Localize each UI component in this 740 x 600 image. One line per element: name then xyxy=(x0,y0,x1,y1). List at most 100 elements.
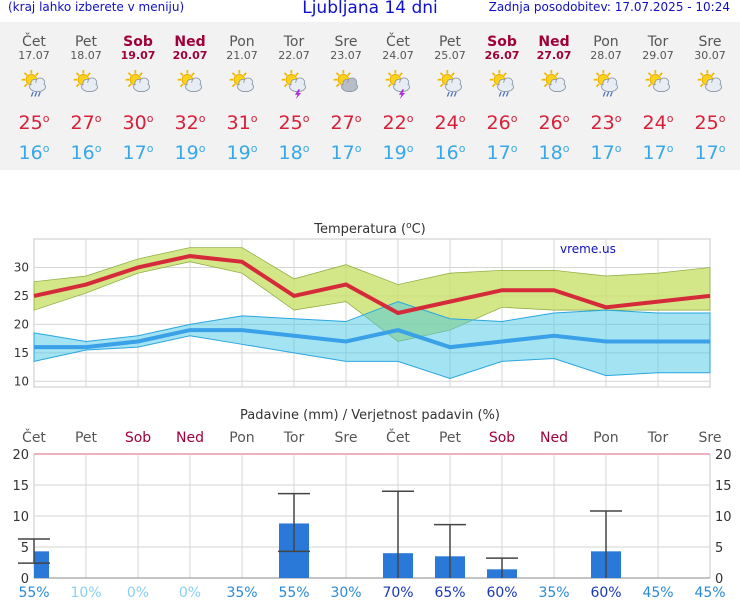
region-menu-hint[interactable]: (kraj lahko izberete v meniju) xyxy=(8,0,185,14)
day-date: 28.07 xyxy=(590,49,622,62)
sun-cloud-rain-icon xyxy=(593,70,618,97)
temp-min-value: 17 xyxy=(590,142,615,164)
degree-symbol: o xyxy=(250,112,258,125)
x-tick-label: Sre xyxy=(699,430,722,446)
temp-min-value: 17 xyxy=(330,142,355,164)
day-name: Sob xyxy=(123,34,153,50)
temp-min-value: 19 xyxy=(226,142,251,164)
day-column: Ned 20.07 32o 19o xyxy=(164,22,216,170)
precip-probability-label: 10% xyxy=(70,585,101,600)
degree-symbol: o xyxy=(458,142,466,155)
degree-symbol: o xyxy=(458,112,466,125)
temp-max-value: 24 xyxy=(642,112,667,134)
sun-cloud-icon xyxy=(229,70,254,93)
day-name: Ned xyxy=(174,34,206,50)
cloud-icon xyxy=(705,77,722,93)
temp-max-value: 32 xyxy=(174,112,199,134)
degree-symbol: o xyxy=(666,112,674,125)
day-name: Pet xyxy=(74,34,98,50)
degree-symbol: o xyxy=(146,142,154,155)
day-name: Ned xyxy=(538,34,570,50)
day-date: 20.07 xyxy=(172,49,208,62)
page-title: Ljubljana 14 dni xyxy=(302,0,438,18)
degree-symbol: o xyxy=(354,112,362,125)
temp-min: 19o xyxy=(216,142,268,164)
y-tick-label: 15 xyxy=(14,346,29,360)
y-tick-label-right: 0 xyxy=(715,572,723,587)
degree-symbol: o xyxy=(94,112,102,125)
precip-probability-label: 45% xyxy=(642,585,673,600)
day-name: Pon xyxy=(593,34,619,50)
day-name: Tor xyxy=(283,34,305,50)
day-date: 25.07 xyxy=(434,49,466,62)
day-date: 30.07 xyxy=(694,49,726,62)
day-name: Čet xyxy=(386,34,410,50)
day-date: 26.07 xyxy=(484,49,520,62)
temp-max-value: 24 xyxy=(434,112,459,134)
precip-probability-label: 30% xyxy=(330,585,361,600)
degree-symbol: o xyxy=(614,112,622,125)
day-date: 22.07 xyxy=(278,49,310,62)
temp-min: 17o xyxy=(632,142,684,164)
x-tick-label: Čet xyxy=(22,428,46,446)
precip-probability-label: 65% xyxy=(434,585,465,600)
day-column: Ned 27.07 26o 18o xyxy=(528,22,580,170)
cloud-icon xyxy=(29,77,46,93)
temperature-chart-title: Temperatura (oC) xyxy=(313,221,425,237)
sun-cloud-storm-icon xyxy=(281,70,306,100)
max-temp-range-band xyxy=(33,247,711,342)
degree-symbol: o xyxy=(510,112,518,125)
precip-error-bar xyxy=(382,490,414,578)
x-tick-label: Ned xyxy=(176,430,204,446)
day-column: Pet 25.07 24o 16o xyxy=(424,22,476,170)
precip-error-bar xyxy=(486,557,518,578)
temp-max-value: 26 xyxy=(486,112,511,134)
day-date: 18.07 xyxy=(70,49,102,62)
cloud-icon xyxy=(393,77,410,93)
rain-icon xyxy=(498,91,509,97)
precip-probability-label: 60% xyxy=(590,585,621,600)
x-tick-label: Pon xyxy=(593,430,618,446)
y-tick-label-left: 10 xyxy=(12,510,29,525)
precip-probability-label: 60% xyxy=(486,585,517,600)
temp-max-value: 27 xyxy=(330,112,355,134)
y-tick-label-left: 15 xyxy=(12,479,29,494)
sun-cloudy-icon xyxy=(333,70,358,93)
temp-min-value: 19 xyxy=(174,142,199,164)
day-column: Sre 23.07 27o 17o xyxy=(320,22,372,170)
cloud-icon xyxy=(289,77,306,93)
degree-symbol: o xyxy=(718,142,726,155)
temp-max: 27o xyxy=(60,112,112,134)
temp-max: 25o xyxy=(8,112,60,134)
sun-cloud-storm-icon xyxy=(385,70,410,100)
x-tick-label: Sob xyxy=(489,430,515,446)
precip-probability-label: 0% xyxy=(127,585,149,600)
temp-max: 26o xyxy=(476,112,528,134)
day-column: Tor 22.07 25o 18o xyxy=(268,22,320,170)
y-tick-label-right: 20 xyxy=(715,448,732,463)
degree-symbol: o xyxy=(42,112,50,125)
temp-max: 26o xyxy=(528,112,580,134)
temp-min: 16o xyxy=(424,142,476,164)
day-column: Pon 21.07 31o 19o xyxy=(216,22,268,170)
temp-max-value: 31 xyxy=(226,112,251,134)
temp-min-value: 17 xyxy=(122,142,147,164)
day-column: Sre 30.07 25o 17o xyxy=(684,22,736,170)
sun-cloud-icon xyxy=(125,70,150,93)
degree-symbol: o xyxy=(302,142,310,155)
day-column: Sob 19.07 30o 17o xyxy=(112,22,164,170)
x-tick-label: Tor xyxy=(647,430,669,446)
cloud-icon xyxy=(601,77,618,93)
day-name: Sre xyxy=(698,34,722,50)
temp-min-value: 16 xyxy=(18,142,43,164)
precip-error-bar xyxy=(278,492,310,553)
temp-max-value: 23 xyxy=(590,112,615,134)
day-column: Pon 28.07 23o 17o xyxy=(580,22,632,170)
temp-min: 16o xyxy=(8,142,60,164)
temp-min: 19o xyxy=(164,142,216,164)
temp-min: 16o xyxy=(60,142,112,164)
temp-min-value: 17 xyxy=(486,142,511,164)
y-tick-label-left: 20 xyxy=(12,448,29,463)
temp-max-value: 25 xyxy=(694,112,719,134)
temp-min: 18o xyxy=(528,142,580,164)
